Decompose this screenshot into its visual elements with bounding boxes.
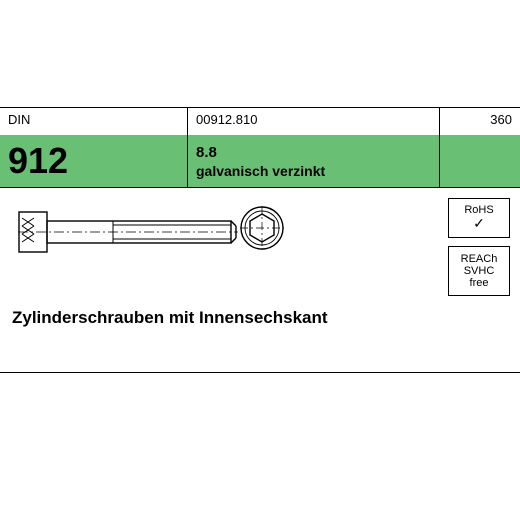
product-title: Zylinderschrauben mit Innensechskant <box>0 300 520 340</box>
illustration-row: RoHS ✓ REACh SVHC free <box>0 188 520 300</box>
reach-line3: free <box>470 277 489 289</box>
screw-side-icon <box>18 206 238 262</box>
hex-socket-icon <box>238 204 286 252</box>
standard-label: DIN <box>0 108 188 135</box>
quantity: 360 <box>440 108 520 135</box>
footer-divider <box>0 372 520 373</box>
material-cell: 8.8 galvanisch verzinkt <box>188 135 440 187</box>
grade: 8.8 <box>196 144 431 161</box>
reach-badge: REACh SVHC free <box>448 246 510 296</box>
finish: galvanisch verzinkt <box>196 163 431 179</box>
din-number: 912 <box>0 135 188 187</box>
product-card: DIN 00912.810 360 912 8.8 galvanisch ver… <box>0 107 520 373</box>
spec-row: 912 8.8 galvanisch verzinkt <box>0 135 520 188</box>
reach-line2: SVHC <box>464 265 495 277</box>
reach-line1: REACh <box>461 253 498 265</box>
check-icon: ✓ <box>473 216 485 231</box>
compliance-badges: RoHS ✓ REACh SVHC free <box>448 198 510 296</box>
rohs-badge: RoHS ✓ <box>448 198 510 238</box>
header-row: DIN 00912.810 360 <box>0 107 520 135</box>
product-code: 00912.810 <box>188 108 440 135</box>
spec-spacer <box>440 135 520 187</box>
